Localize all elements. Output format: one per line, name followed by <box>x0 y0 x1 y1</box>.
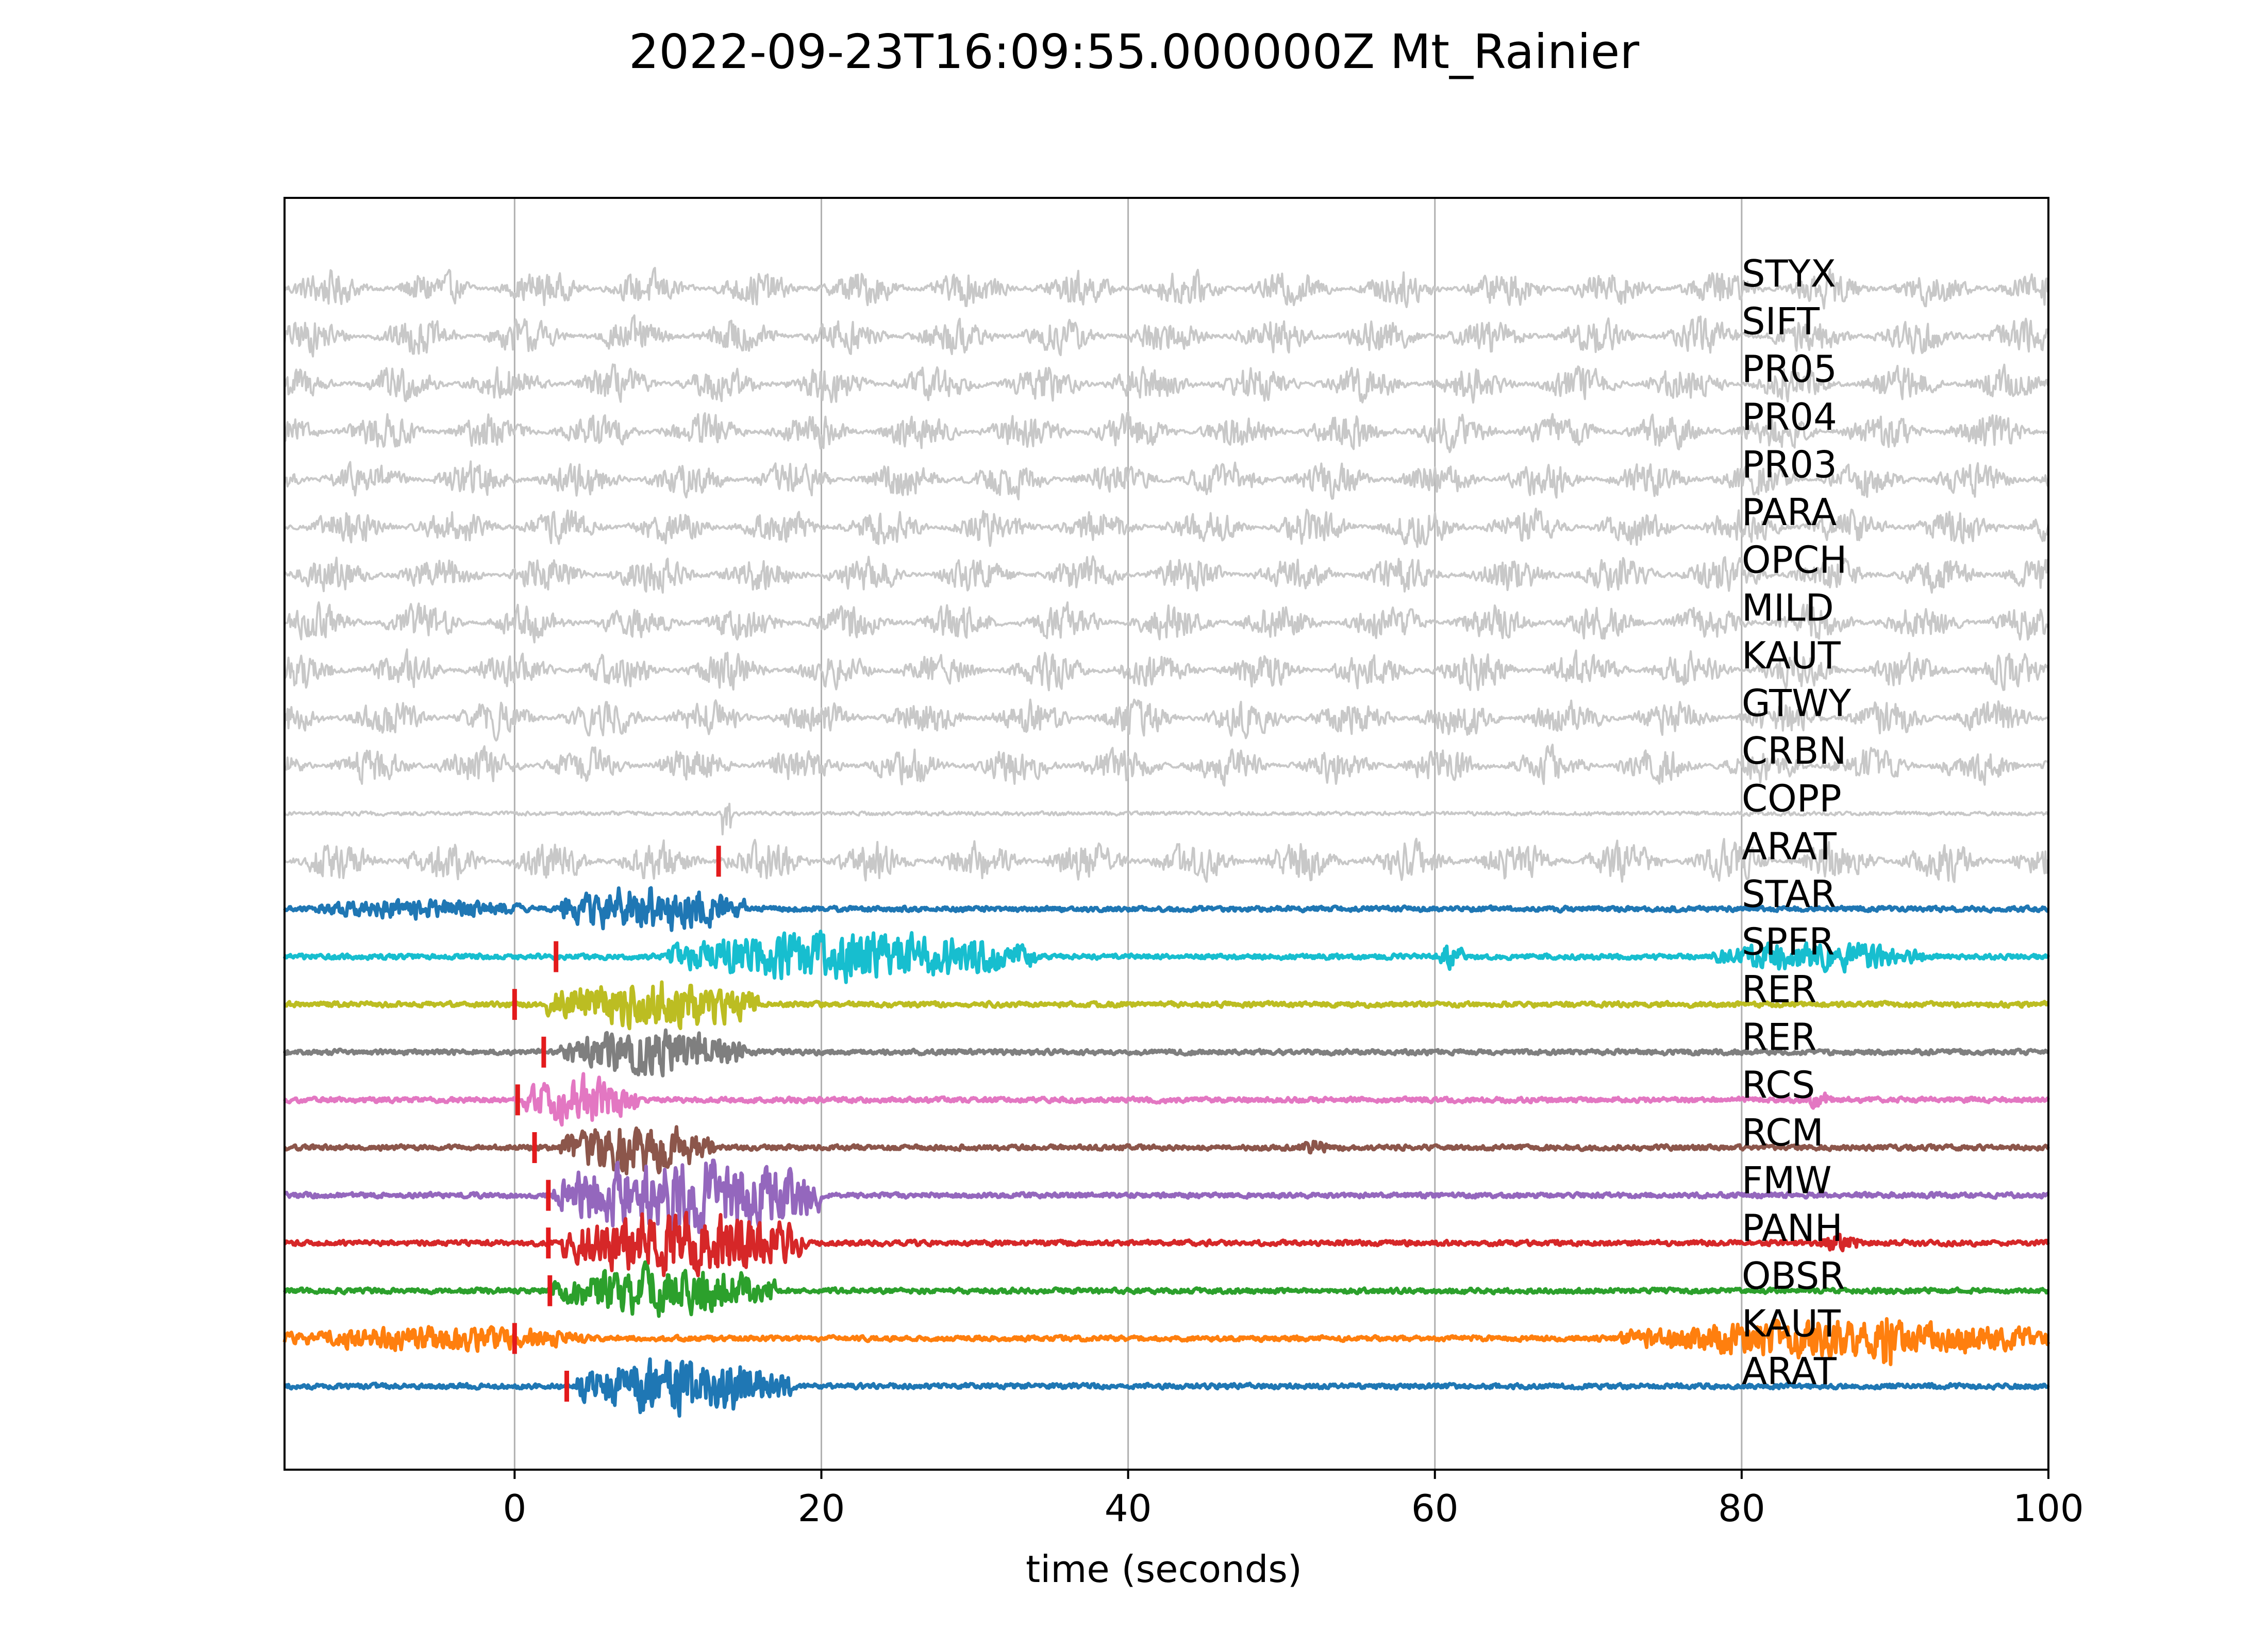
station-label-obsr: OBSR <box>1742 1254 1845 1298</box>
trace-fmw <box>283 1158 2050 1238</box>
trace-obsr <box>282 1260 2049 1318</box>
trace-star <box>283 886 2049 932</box>
station-label-opch: OPCH <box>1742 539 1847 582</box>
trace-arat <box>284 837 2049 883</box>
x-tick-label: 80 <box>1718 1487 1765 1530</box>
station-label-spfr: SPFR <box>1742 920 1835 964</box>
trace-kaut <box>282 1317 2050 1367</box>
trace-mild <box>284 601 2049 644</box>
station-label-copp: COPP <box>1742 777 1842 820</box>
trace-para <box>284 508 2049 548</box>
trace-panh <box>283 1210 2050 1277</box>
x-axis-label: time (seconds) <box>1026 1547 1302 1591</box>
trace-rcm <box>283 1125 2050 1175</box>
station-label-rer: RER <box>1742 968 1817 1011</box>
station-label-styx: STYX <box>1742 252 1836 295</box>
station-label-mild: MILD <box>1742 586 1834 629</box>
trace-styx <box>284 266 2049 310</box>
station-label-para: PARA <box>1742 491 1837 534</box>
station-label-pr04: PR04 <box>1742 395 1837 439</box>
station-label-kaut: KAUT <box>1742 1302 1841 1345</box>
station-label-sift: SIFT <box>1742 300 1820 343</box>
grid-lines <box>513 198 1743 1470</box>
station-label-crbn: CRBN <box>1742 729 1847 772</box>
x-axis-ticks: 0 20 40 60 80 100 <box>503 1470 2084 1530</box>
trace-kaut <box>284 648 2049 692</box>
trace-group <box>282 266 2050 1418</box>
trace-pr03 <box>284 460 2049 500</box>
trace-opch <box>284 555 2049 594</box>
trace-gtwy <box>284 698 2049 742</box>
trace-pr04 <box>284 411 2049 453</box>
station-label-panh: PANH <box>1742 1206 1843 1250</box>
x-tick-label: 60 <box>1411 1487 1459 1530</box>
chart-title: 2022-09-23T16:09:55.000000Z Mt_Rainier <box>629 24 1640 79</box>
trace-sift <box>284 314 2049 358</box>
x-tick-label: 20 <box>798 1487 845 1530</box>
trace-arat <box>284 1357 2050 1418</box>
trace-rer <box>284 980 2049 1031</box>
x-tick-label: 100 <box>2013 1487 2083 1530</box>
station-label-rcm: RCM <box>1742 1111 1824 1154</box>
trace-crbn <box>284 744 2049 787</box>
station-label-rer: RER <box>1742 1016 1817 1059</box>
station-label-arat: ARAT <box>1742 824 1837 868</box>
pick-markers <box>512 846 721 1402</box>
station-label-star: STAR <box>1742 872 1836 916</box>
station-label-kaut: KAUT <box>1742 634 1841 677</box>
station-label-gtwy: GTWY <box>1742 681 1852 725</box>
station-label-pr03: PR03 <box>1742 443 1837 486</box>
station-labels: STYXSIFTPR05PR04PR03PARAOPCHMILDKAUTGTWY… <box>1742 252 1852 1393</box>
trace-pr05 <box>284 363 2049 404</box>
trace-rcs <box>282 1072 2050 1127</box>
station-label-fmw: FMW <box>1742 1159 1832 1202</box>
station-label-rcs: RCS <box>1742 1063 1815 1106</box>
trace-copp <box>284 802 2049 836</box>
trace-rer <box>282 1028 2049 1078</box>
station-label-arat: ARAT <box>1742 1350 1837 1393</box>
station-label-pr05: PR05 <box>1742 347 1837 391</box>
trace-spfr <box>282 930 2050 984</box>
x-tick-label: 40 <box>1105 1487 1152 1530</box>
plot-frame <box>284 197 2049 1471</box>
x-tick-label: 0 <box>503 1487 526 1530</box>
